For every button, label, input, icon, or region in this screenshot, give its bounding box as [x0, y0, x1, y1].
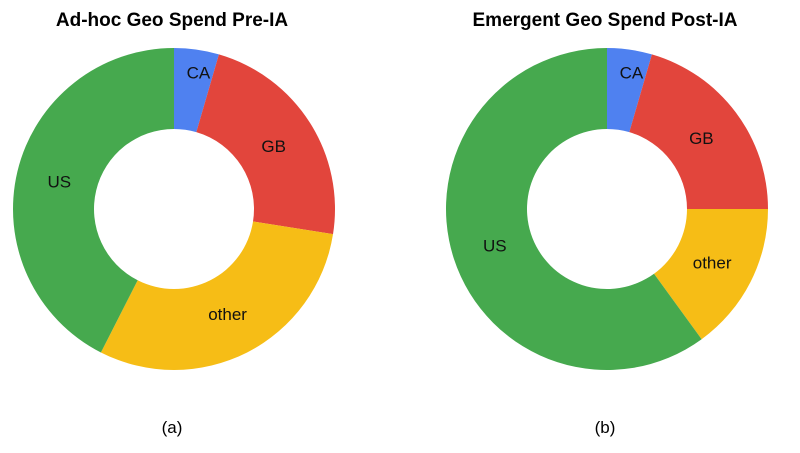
slice-other-a: [100, 221, 334, 371]
donut-labels-b: CA GB other US: [483, 63, 732, 272]
slice-ca-b: [607, 48, 652, 133]
slice-label-ca-b: CA: [620, 63, 644, 82]
donut-b: [446, 48, 768, 371]
slice-us-a: [12, 48, 174, 353]
chart-title-a: Ad-hoc Geo Spend Pre-IA: [56, 10, 289, 31]
panel-caption-a: (a): [162, 418, 183, 437]
slice-label-us-b: US: [483, 236, 507, 255]
panel-caption-b: (b): [595, 418, 616, 437]
donut-a: [12, 48, 335, 371]
slice-other-b: [654, 209, 768, 340]
chart-panel-a: Ad-hoc Geo Spend Pre-IA CA GB other US (a): [12, 10, 335, 437]
slice-gb-a: [196, 54, 335, 235]
slice-us-b: [446, 48, 702, 371]
slice-label-gb-a: GB: [261, 137, 286, 156]
slice-label-gb-b: GB: [689, 129, 714, 148]
slice-gb-b: [629, 54, 768, 209]
slice-label-other-b: other: [693, 254, 732, 273]
slice-ca-a: [174, 48, 219, 133]
slice-label-ca-a: CA: [187, 63, 211, 82]
chart-panel-b: Emergent Geo Spend Post-IA CA GB other US (…: [446, 10, 768, 437]
slice-label-us-a: US: [47, 172, 71, 191]
slice-label-other-a: other: [208, 305, 247, 324]
chart-title-b: Emergent Geo Spend Post-IA: [473, 10, 738, 31]
donut-labels-a: CA GB other US: [47, 63, 285, 324]
